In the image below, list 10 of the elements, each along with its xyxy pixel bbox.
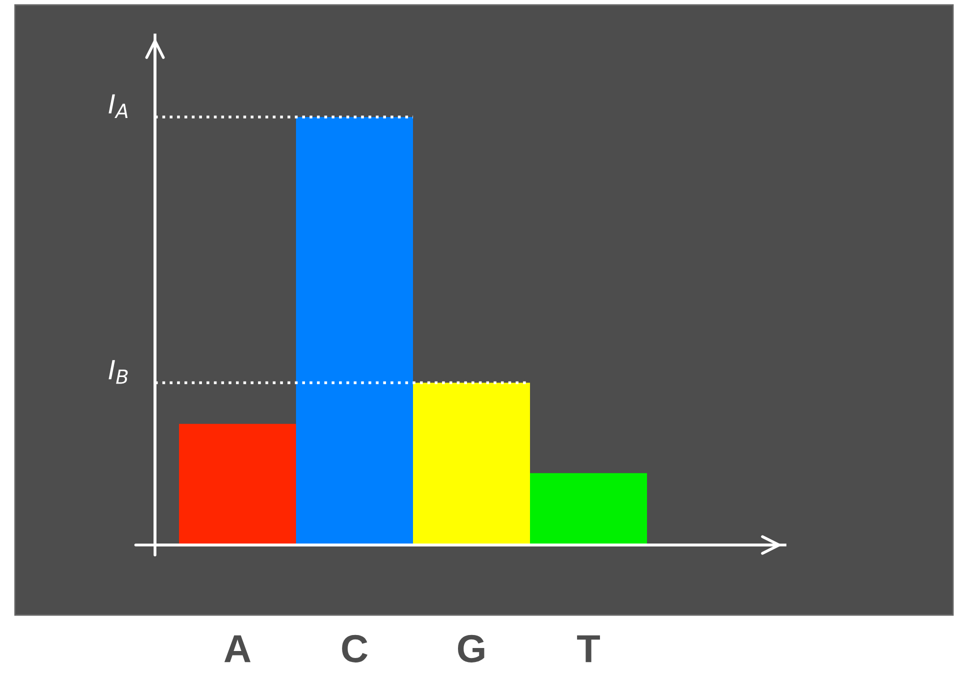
ref-line-label: I$_{A}$ <box>108 94 128 118</box>
bar <box>530 473 647 545</box>
bar <box>413 382 530 545</box>
bar <box>296 117 413 545</box>
x-tick-label: A <box>224 635 251 662</box>
x-tick-label: T <box>577 635 600 662</box>
ref-line-label: I$_{B}$ <box>108 360 128 384</box>
x-tick-label: G <box>458 634 484 662</box>
x-tick-label: C <box>342 634 368 662</box>
bar <box>179 424 296 545</box>
